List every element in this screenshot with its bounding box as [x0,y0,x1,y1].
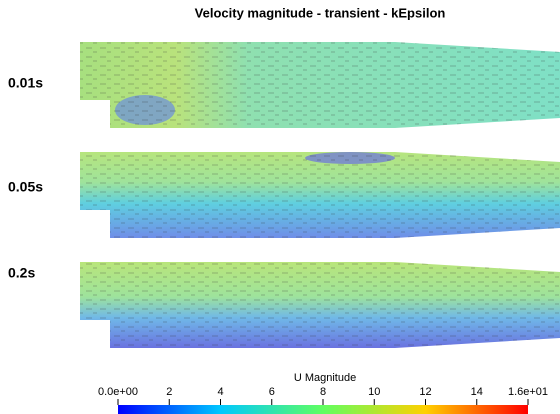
tick-label: 10 [368,386,380,398]
tick-label: 6 [269,386,275,398]
title: Velocity magnitude - transient - kEpsilo… [195,5,446,20]
vectors [80,262,560,348]
panel: 0.01s [8,42,560,128]
vectors [80,42,560,128]
tick-label: 12 [419,386,431,398]
colorbar [118,405,528,414]
tick-label: 1.6e+01 [508,386,548,398]
tick-label: 8 [320,386,326,398]
tick-label: 14 [471,386,483,398]
colorbar-title: U Magnitude [294,372,356,384]
panel-label: 0.01s [8,75,43,91]
panel-label: 0.2s [8,265,35,281]
panel: 0.2s [8,262,560,348]
vectors [80,152,560,238]
panel: 0.05s [8,152,560,238]
panel-label: 0.05s [8,179,43,195]
tick-label: 4 [217,386,223,398]
tick-label: 2 [166,386,172,398]
colorbar-ticks: 0.0e+00 2 4 6 8 10 12 14 1.6e+01 [98,386,548,405]
tick-label: 0.0e+00 [98,386,138,398]
